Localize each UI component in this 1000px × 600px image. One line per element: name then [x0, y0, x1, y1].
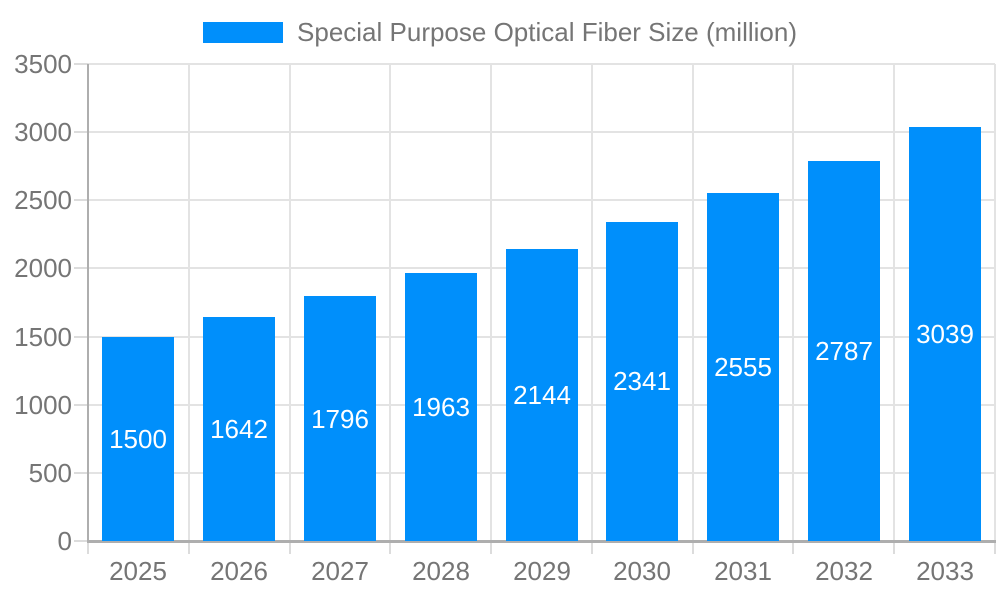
- bar-value-label: 2341: [613, 366, 671, 396]
- v-gridline: [591, 64, 593, 541]
- legend-swatch: [203, 22, 284, 43]
- y-tick-mark: [74, 199, 88, 201]
- bar-value-label: 2144: [513, 380, 571, 410]
- bar-2028: [405, 273, 477, 541]
- bar-2029: [506, 249, 578, 541]
- y-tick-mark: [74, 63, 88, 65]
- v-gridline: [792, 64, 794, 541]
- y-axis-line: [87, 64, 89, 541]
- x-tick-label: 2032: [815, 556, 873, 586]
- bar-value-label: 1963: [412, 392, 470, 422]
- bar-value-label: 2555: [714, 352, 772, 382]
- x-tick-mark: [893, 541, 895, 554]
- legend-label: Special Purpose Optical Fiber Size (mill…: [297, 17, 797, 47]
- y-tick-mark: [74, 267, 88, 269]
- bar-2032: [808, 161, 880, 541]
- x-tick-label: 2030: [613, 556, 671, 586]
- bar-2025: [102, 337, 174, 541]
- x-tick-mark: [792, 541, 794, 554]
- y-tick-label: 500: [28, 458, 72, 488]
- v-gridline: [188, 64, 190, 541]
- v-gridline: [893, 64, 895, 541]
- h-gridline: [88, 63, 995, 65]
- x-tick-mark: [490, 541, 492, 554]
- bar-2033: [909, 127, 981, 541]
- h-gridline: [88, 199, 995, 201]
- y-tick-label: 3500: [14, 49, 72, 79]
- bar-2027: [304, 296, 376, 541]
- y-tick-mark: [74, 131, 88, 133]
- x-tick-mark: [994, 541, 996, 554]
- x-tick-mark: [87, 541, 89, 554]
- v-gridline: [389, 64, 391, 541]
- bar-value-label: 3039: [916, 319, 974, 349]
- legend[interactable]: Special Purpose Optical Fiber Size (mill…: [0, 19, 1000, 46]
- bar-value-label: 1796: [311, 404, 369, 434]
- v-gridline: [994, 64, 996, 541]
- y-tick-mark: [74, 472, 88, 474]
- x-tick-mark: [389, 541, 391, 554]
- x-tick-label: 2031: [714, 556, 772, 586]
- bar-2031: [707, 193, 779, 541]
- x-tick-label: 2033: [916, 556, 974, 586]
- bar-value-label: 1642: [210, 414, 268, 444]
- y-tick-label: 1500: [14, 322, 72, 352]
- x-tick-label: 2027: [311, 556, 369, 586]
- x-tick-label: 2028: [412, 556, 470, 586]
- y-tick-mark: [74, 540, 88, 542]
- v-gridline: [289, 64, 291, 541]
- y-tick-label: 2000: [14, 253, 72, 283]
- y-tick-mark: [74, 404, 88, 406]
- bar-value-label: 2787: [815, 336, 873, 366]
- x-tick-label: 2025: [109, 556, 167, 586]
- y-tick-mark: [74, 336, 88, 338]
- y-tick-label: 1000: [14, 390, 72, 420]
- y-tick-label: 3000: [14, 117, 72, 147]
- x-tick-mark: [692, 541, 694, 554]
- x-tick-label: 2026: [210, 556, 268, 586]
- bar-value-label: 1500: [109, 424, 167, 454]
- v-gridline: [692, 64, 694, 541]
- x-tick-mark: [188, 541, 190, 554]
- h-gridline: [88, 131, 995, 133]
- x-tick-mark: [289, 541, 291, 554]
- y-tick-label: 2500: [14, 185, 72, 215]
- bar-2030: [606, 222, 678, 541]
- x-tick-mark: [591, 541, 593, 554]
- v-gridline: [490, 64, 492, 541]
- y-tick-label: 0: [57, 526, 72, 556]
- x-axis-line: [87, 540, 996, 543]
- x-tick-label: 2029: [513, 556, 571, 586]
- bar-2026: [203, 317, 275, 541]
